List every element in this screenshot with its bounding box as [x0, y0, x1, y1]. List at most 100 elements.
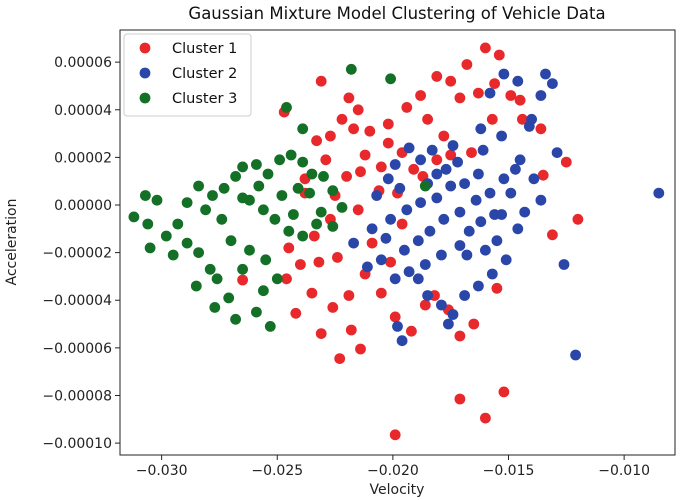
data-point [315, 75, 327, 87]
data-point [505, 90, 517, 101]
data-point [281, 102, 292, 113]
data-point [385, 213, 396, 225]
data-point [514, 154, 526, 166]
data-point [237, 161, 249, 173]
data-point [491, 235, 503, 247]
data-point [463, 225, 475, 237]
data-point [412, 235, 424, 247]
data-point [408, 163, 420, 175]
data-point [572, 213, 584, 225]
y-tick-label: 0.00004 [54, 103, 112, 119]
data-point [345, 324, 357, 336]
data-point [237, 274, 249, 286]
data-point [290, 307, 302, 319]
data-point [297, 156, 309, 168]
data-point [315, 206, 327, 218]
legend-marker [139, 67, 151, 79]
data-point [311, 135, 322, 147]
data-point [496, 209, 507, 220]
data-point [297, 123, 309, 135]
data-point [253, 180, 265, 192]
y-tick-label: −0.00008 [42, 388, 112, 404]
data-point [142, 218, 154, 230]
data-point [498, 173, 510, 185]
data-point [537, 169, 549, 181]
data-point [415, 197, 426, 209]
data-point [419, 299, 431, 311]
data-point [475, 216, 487, 228]
y-tick-label: −0.00004 [42, 293, 112, 309]
data-point [352, 204, 364, 216]
data-point [447, 309, 459, 320]
data-point [332, 252, 343, 263]
data-point [193, 180, 205, 192]
data-point [461, 249, 473, 261]
data-point [225, 235, 237, 247]
data-point [336, 202, 348, 213]
y-axis-label: Acceleration [4, 199, 20, 286]
data-point [311, 218, 322, 230]
data-point [355, 343, 366, 355]
data-point [304, 187, 315, 199]
data-point [403, 266, 415, 278]
data-point [493, 49, 505, 61]
data-point [371, 190, 383, 201]
legend-label: Cluster 2 [172, 66, 237, 82]
data-point [172, 218, 184, 230]
data-point [480, 42, 491, 54]
data-point [473, 280, 484, 292]
legend-label: Cluster 1 [172, 41, 237, 57]
data-point [140, 190, 151, 201]
data-point [207, 190, 218, 201]
data-point [454, 393, 466, 405]
data-point [480, 412, 491, 424]
data-point [211, 273, 223, 285]
data-point [355, 166, 366, 178]
data-point [505, 187, 517, 199]
data-point [419, 180, 431, 192]
data-point [512, 223, 524, 235]
data-point [181, 197, 193, 209]
data-point [415, 154, 426, 166]
data-point [438, 130, 450, 142]
data-point [468, 318, 480, 330]
data-point [445, 149, 457, 161]
data-point [352, 104, 364, 116]
data-point [362, 261, 373, 273]
data-point [419, 259, 431, 270]
y-tick-label: −0.00006 [42, 341, 112, 357]
plot-area-frame [119, 29, 676, 456]
legend-box [123, 33, 252, 117]
data-point [510, 163, 521, 175]
x-tick-label: −0.015 [483, 463, 535, 479]
data-point [431, 192, 443, 204]
data-point [364, 125, 376, 137]
data-point [389, 273, 401, 285]
data-point [547, 78, 558, 89]
data-point [190, 280, 202, 292]
y-tick-label: 0.00006 [54, 55, 112, 71]
data-point [570, 349, 581, 361]
y-axis: 0.00006 0.00004 0.00002 0.00000 −0.00002 −0.0… [42, 55, 120, 452]
data-point [436, 249, 447, 261]
x-tick-label: −0.025 [251, 463, 303, 479]
data-point [306, 287, 318, 299]
data-point [401, 204, 413, 216]
data-point [459, 178, 470, 190]
legend-marker [139, 42, 151, 54]
data-point [258, 204, 269, 216]
data-point [484, 187, 496, 199]
data-point [380, 232, 392, 244]
data-point [454, 92, 466, 104]
y-tick-label: −0.00002 [42, 246, 112, 262]
data-point [269, 213, 281, 225]
y-tick-label: 0.00000 [54, 198, 112, 214]
data-point [473, 87, 484, 99]
data-point [375, 161, 387, 173]
data-point [392, 321, 403, 332]
data-point [535, 123, 547, 135]
y-tick-label: 0.00002 [54, 150, 112, 166]
data-point [181, 237, 193, 249]
data-point [200, 204, 212, 216]
data-point [320, 154, 332, 166]
